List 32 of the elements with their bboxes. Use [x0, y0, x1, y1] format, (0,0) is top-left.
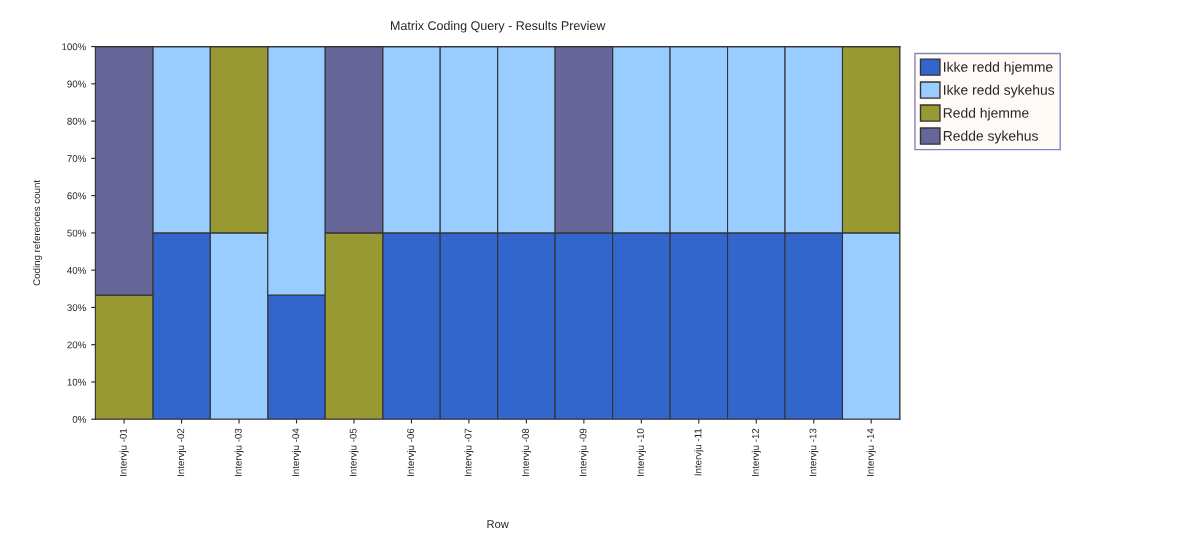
y-tick-label: 60%: [67, 192, 86, 200]
y-tick-label: 100%: [62, 43, 86, 51]
legend-label: Redde sykehus: [943, 130, 1038, 144]
y-tick-label: 70%: [67, 155, 86, 162]
y-axis-title: Coding references count: [32, 180, 43, 286]
y-tick-label: 0%: [72, 415, 86, 423]
y-tick-label: 30%: [67, 304, 86, 312]
x-tick-label: Intervju -06: [406, 428, 416, 476]
legend-label: Redd hjemme: [943, 107, 1029, 121]
x-tick-label: Intervju -04: [291, 428, 302, 476]
x-tick-label: Intervju -02: [177, 428, 187, 476]
y-tick-label: 90%: [67, 80, 86, 88]
x-tick-label: Intervju -13: [809, 428, 819, 476]
y-tick-label: 10%: [67, 378, 86, 386]
x-tick-label: Intervju -10: [636, 428, 646, 476]
x-tick-label: Intervju -14: [866, 428, 876, 476]
legend-label: Ikke redd sykehus: [944, 84, 1055, 98]
legend-label: Ikke redd hjemme: [944, 61, 1053, 75]
y-tick-label: 80%: [67, 117, 86, 125]
chart-title: Matrix Coding Query - Results Preview: [391, 20, 606, 33]
x-tick-label: Intervju -03: [234, 428, 244, 476]
x-tick-label: Intervju -07: [464, 428, 474, 476]
x-tick-label: Intervju -08: [521, 428, 531, 476]
x-tick-label: Intervju -01: [119, 428, 129, 476]
y-tick-label: 40%: [67, 266, 86, 274]
x-tick-label: Intervju -05: [349, 428, 359, 476]
x-tick-label: Intervju -12: [751, 428, 761, 476]
x-axis-title: Row: [487, 520, 509, 528]
x-tick-label: Intervju -11: [694, 428, 704, 476]
y-tick-label: 20%: [67, 341, 86, 349]
y-tick-label: 50%: [67, 229, 86, 237]
x-tick-label: Intervju -09: [579, 428, 589, 476]
